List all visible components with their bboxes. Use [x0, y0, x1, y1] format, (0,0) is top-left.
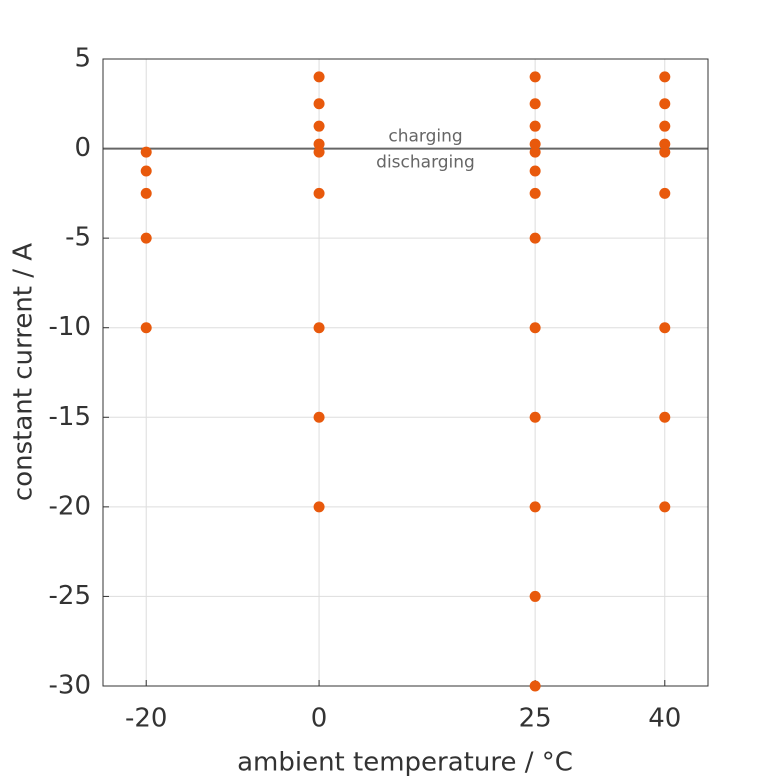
point [529, 232, 541, 244]
point [659, 501, 671, 513]
point [140, 146, 152, 158]
point [529, 165, 541, 177]
point [659, 146, 671, 158]
point [313, 501, 325, 513]
plot-area [103, 59, 708, 686]
point [529, 71, 541, 83]
point [659, 322, 671, 334]
point [140, 232, 152, 244]
y-tick-label: -25 [49, 581, 91, 611]
point [659, 98, 671, 110]
point [529, 138, 541, 150]
point [529, 146, 541, 158]
y-tick-label: -15 [49, 402, 91, 432]
point [529, 411, 541, 423]
x-tick-label: 0 [311, 704, 328, 734]
point [659, 187, 671, 199]
point [140, 165, 152, 177]
y-tick-label: 5 [74, 44, 91, 74]
point [529, 590, 541, 602]
point [313, 71, 325, 83]
point [140, 187, 152, 199]
y-tick-label: 0 [74, 133, 91, 163]
point [659, 71, 671, 83]
point [313, 411, 325, 423]
y-tick-label: -30 [49, 671, 91, 701]
x-axis-label: ambient temperature / °C [237, 748, 573, 778]
x-tick-label: 25 [519, 704, 552, 734]
point [313, 98, 325, 110]
point [313, 187, 325, 199]
plot-frame [102, 58, 709, 687]
annotation: charging [388, 127, 462, 147]
y-tick-label: -20 [49, 491, 91, 521]
y-tick-label: -10 [49, 312, 91, 342]
point [140, 322, 152, 334]
point [529, 120, 541, 132]
x-tick-label: -20 [125, 704, 167, 734]
y-tick-label: -5 [65, 223, 91, 253]
point [529, 187, 541, 199]
point [313, 120, 325, 132]
point [529, 322, 541, 334]
y-axis-label: constant current / A [9, 243, 39, 501]
point [313, 146, 325, 158]
point [529, 501, 541, 513]
annotation: discharging [376, 153, 475, 173]
point [529, 98, 541, 110]
point [313, 138, 325, 150]
point [659, 138, 671, 150]
point [529, 680, 541, 692]
point [659, 120, 671, 132]
x-tick-label: 40 [648, 704, 681, 734]
point [313, 322, 325, 334]
point [659, 411, 671, 423]
